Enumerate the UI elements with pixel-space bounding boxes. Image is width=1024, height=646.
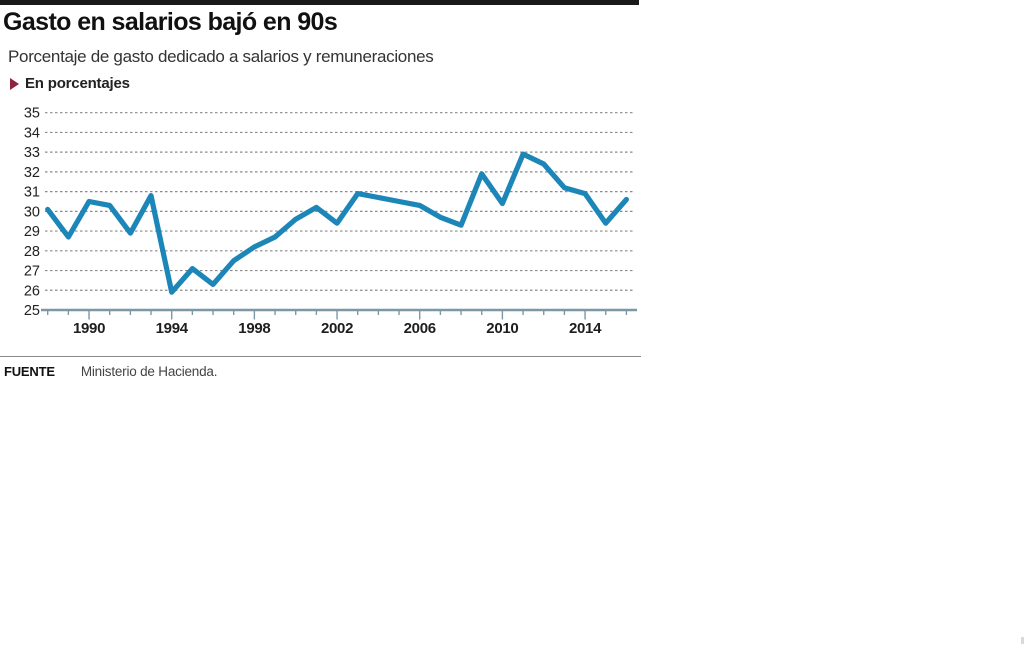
footer-divider xyxy=(0,356,641,357)
y-tick-label: 25 xyxy=(24,303,40,319)
source: FUENTE Ministerio de Hacienda. xyxy=(4,364,217,379)
x-tick-label: 2010 xyxy=(486,320,518,337)
triangle-bullet-icon xyxy=(10,77,19,90)
corner-artifact xyxy=(1021,637,1024,644)
x-tick-label: 2014 xyxy=(569,320,602,337)
chart-subtitle: Porcentaje de gasto dedicado a salarios … xyxy=(8,47,434,66)
legend: En porcentajes xyxy=(10,75,130,92)
y-tick-label: 33 xyxy=(24,145,40,161)
x-tick-label: 2006 xyxy=(404,320,436,337)
source-label: FUENTE xyxy=(4,364,55,379)
x-tick-label: 1994 xyxy=(156,320,189,337)
top-accent-bar xyxy=(0,0,639,5)
y-tick-label: 32 xyxy=(24,165,40,181)
x-tick-label: 1990 xyxy=(73,320,105,337)
y-tick-label: 34 xyxy=(24,125,40,141)
data-line-series xyxy=(45,151,630,295)
y-tick-label: 28 xyxy=(24,244,40,260)
y-tick-label: 30 xyxy=(24,204,40,220)
source-text: Ministerio de Hacienda. xyxy=(80,364,218,379)
y-tick-label: 29 xyxy=(24,224,40,240)
y-tick-label: 35 xyxy=(24,106,40,122)
y-tick-label: 31 xyxy=(24,185,40,201)
x-tick-label: 1998 xyxy=(238,320,270,337)
chart-title: Gasto en salarios bajó en 90s xyxy=(3,8,338,36)
x-tick-label: 2002 xyxy=(321,320,353,337)
y-tick-label: 26 xyxy=(24,283,40,299)
y-tick-label: 27 xyxy=(24,264,40,280)
legend-label: En porcentajes xyxy=(25,75,130,92)
line-chart: 25 26 27 28 29 30 31 32 33 34 35 1990 1994 1998 2002 20… xyxy=(24,106,637,337)
